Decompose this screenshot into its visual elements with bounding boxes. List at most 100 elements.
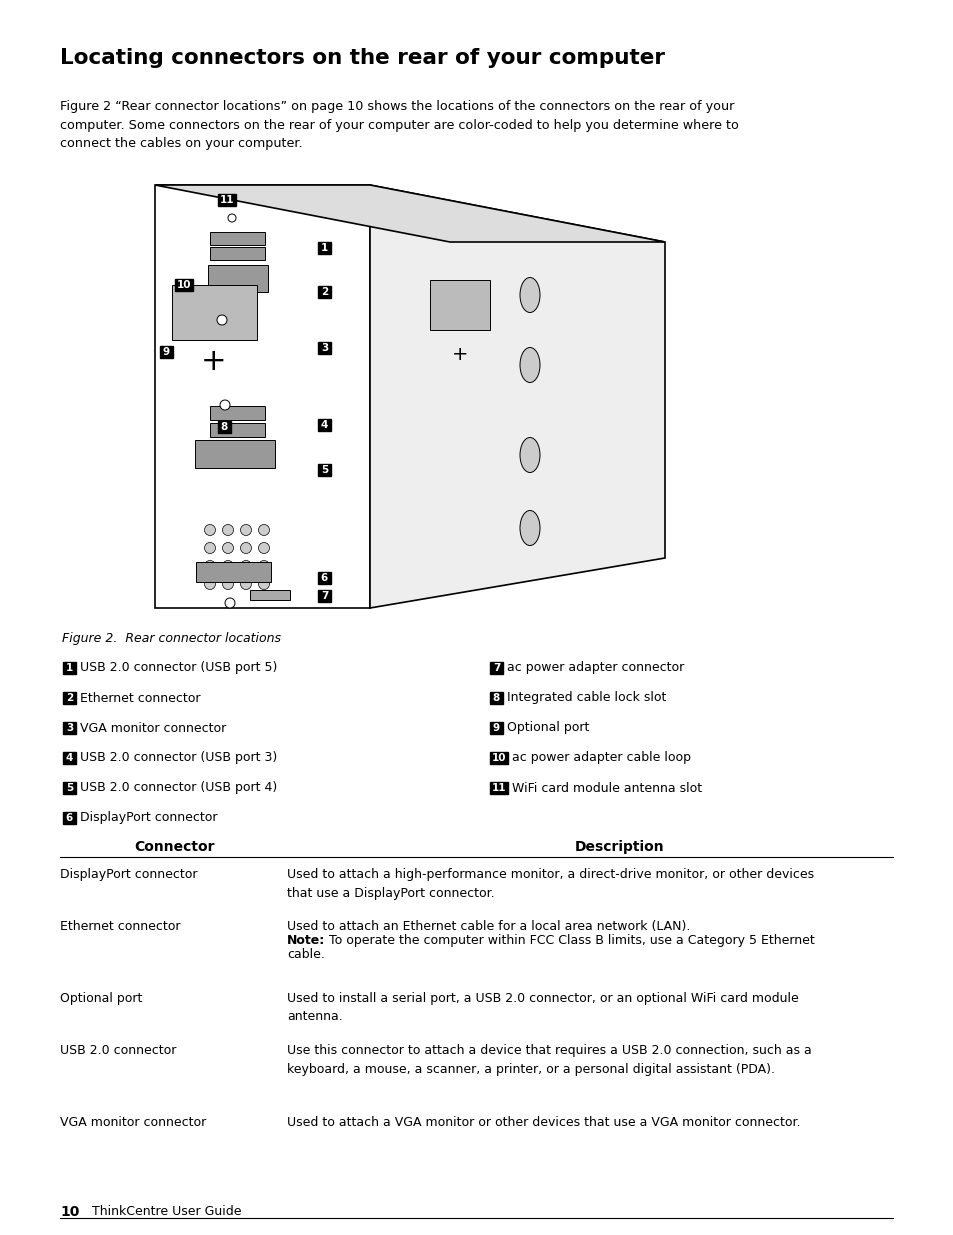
Text: 3: 3	[320, 343, 328, 353]
Bar	[210, 406, 265, 420]
Bar	[210, 247, 265, 261]
FancyBboxPatch shape	[317, 242, 331, 254]
Text: 10: 10	[60, 1205, 79, 1219]
Circle shape	[204, 561, 215, 572]
Bar	[250, 590, 290, 600]
Text: Ethernet connector: Ethernet connector	[80, 692, 200, 704]
FancyBboxPatch shape	[63, 811, 76, 824]
Text: Optional port: Optional port	[506, 721, 589, 735]
Text: 9: 9	[493, 722, 499, 734]
FancyBboxPatch shape	[490, 752, 507, 764]
Text: 5: 5	[66, 783, 73, 793]
Text: 1: 1	[320, 243, 328, 253]
Text: 6: 6	[66, 813, 73, 823]
Circle shape	[225, 598, 234, 608]
Text: 9: 9	[163, 347, 170, 357]
Text: ac power adapter cable loop: ac power adapter cable loop	[512, 752, 690, 764]
Circle shape	[216, 315, 227, 325]
FancyBboxPatch shape	[63, 662, 76, 674]
Text: Use this connector to attach a device that requires a USB 2.0 connection, such a: Use this connector to attach a device th…	[287, 1044, 811, 1076]
FancyBboxPatch shape	[490, 722, 502, 734]
Circle shape	[204, 542, 215, 553]
Text: Ethernet connector: Ethernet connector	[60, 920, 180, 932]
FancyBboxPatch shape	[218, 194, 235, 206]
Text: Optional port: Optional port	[60, 992, 142, 1005]
Text: Figure 2.  Rear connector locations: Figure 2. Rear connector locations	[62, 632, 281, 645]
Bar	[430, 280, 490, 330]
Text: Locating connectors on the rear of your computer: Locating connectors on the rear of your …	[60, 48, 664, 68]
Text: 2: 2	[320, 287, 328, 296]
Text: 4: 4	[320, 420, 328, 430]
FancyBboxPatch shape	[174, 279, 193, 291]
Bar	[208, 266, 268, 291]
Text: 6: 6	[320, 573, 328, 583]
Text: 11: 11	[491, 783, 506, 793]
Text: Integrated cable lock slot: Integrated cable lock slot	[506, 692, 666, 704]
Text: Used to install a serial port, a USB 2.0 connector, or an optional WiFi card mod: Used to install a serial port, a USB 2.0…	[287, 992, 798, 1024]
FancyBboxPatch shape	[63, 692, 76, 704]
Circle shape	[228, 214, 235, 222]
Circle shape	[240, 542, 252, 553]
Text: USB 2.0 connector (USB port 3): USB 2.0 connector (USB port 3)	[80, 752, 277, 764]
Text: To operate the computer within FCC Class B limits, use a Category 5 Ethernet: To operate the computer within FCC Class…	[329, 934, 814, 947]
Circle shape	[222, 561, 233, 572]
Text: 4: 4	[66, 753, 73, 763]
FancyBboxPatch shape	[63, 752, 76, 764]
Text: 7: 7	[493, 663, 499, 673]
Text: VGA monitor connector: VGA monitor connector	[60, 1116, 206, 1129]
Bar	[210, 232, 265, 245]
Text: WiFi card module antenna slot: WiFi card module antenna slot	[512, 782, 701, 794]
Circle shape	[258, 578, 269, 589]
Polygon shape	[154, 185, 664, 242]
Text: cable.: cable.	[287, 948, 325, 961]
Ellipse shape	[519, 278, 539, 312]
FancyBboxPatch shape	[317, 342, 331, 354]
Bar	[194, 440, 274, 468]
Circle shape	[258, 561, 269, 572]
Text: 8: 8	[493, 693, 499, 703]
FancyBboxPatch shape	[317, 419, 331, 431]
Text: Figure 2 “Rear connector locations” on page 10 shows the locations of the connec: Figure 2 “Rear connector locations” on p…	[60, 100, 739, 149]
Circle shape	[240, 578, 252, 589]
Text: VGA monitor connector: VGA monitor connector	[80, 721, 226, 735]
Bar	[210, 424, 265, 437]
Text: 3: 3	[66, 722, 73, 734]
Text: +: +	[201, 347, 227, 377]
Circle shape	[220, 400, 230, 410]
Circle shape	[258, 525, 269, 536]
FancyBboxPatch shape	[490, 782, 507, 794]
Circle shape	[222, 542, 233, 553]
Text: USB 2.0 connector: USB 2.0 connector	[60, 1044, 176, 1057]
FancyBboxPatch shape	[218, 421, 231, 433]
Text: DisplayPort connector: DisplayPort connector	[80, 811, 217, 825]
Polygon shape	[370, 185, 664, 608]
Text: Used to attach a high-performance monitor, a direct-drive monitor, or other devi: Used to attach a high-performance monito…	[287, 868, 813, 899]
Text: 2: 2	[66, 693, 73, 703]
Circle shape	[240, 561, 252, 572]
Ellipse shape	[519, 510, 539, 546]
Text: 7: 7	[320, 592, 328, 601]
Bar	[195, 562, 271, 582]
FancyBboxPatch shape	[317, 572, 331, 584]
FancyBboxPatch shape	[63, 782, 76, 794]
Text: 10: 10	[176, 280, 191, 290]
Text: Description: Description	[575, 840, 664, 853]
Ellipse shape	[519, 347, 539, 383]
FancyBboxPatch shape	[490, 692, 502, 704]
Text: ThinkCentre User Guide: ThinkCentre User Guide	[91, 1205, 241, 1218]
Circle shape	[204, 578, 215, 589]
Text: Note:: Note:	[287, 934, 325, 947]
Text: 5: 5	[320, 466, 328, 475]
Text: Used to attach a VGA monitor or other devices that use a VGA monitor connector.: Used to attach a VGA monitor or other de…	[287, 1116, 800, 1129]
FancyBboxPatch shape	[160, 346, 172, 358]
Text: USB 2.0 connector (USB port 4): USB 2.0 connector (USB port 4)	[80, 782, 277, 794]
Text: 11: 11	[219, 195, 234, 205]
Circle shape	[222, 525, 233, 536]
Circle shape	[204, 525, 215, 536]
FancyBboxPatch shape	[317, 464, 331, 475]
FancyBboxPatch shape	[63, 722, 76, 734]
Text: 1: 1	[66, 663, 73, 673]
Circle shape	[222, 578, 233, 589]
Circle shape	[240, 525, 252, 536]
FancyBboxPatch shape	[490, 662, 502, 674]
